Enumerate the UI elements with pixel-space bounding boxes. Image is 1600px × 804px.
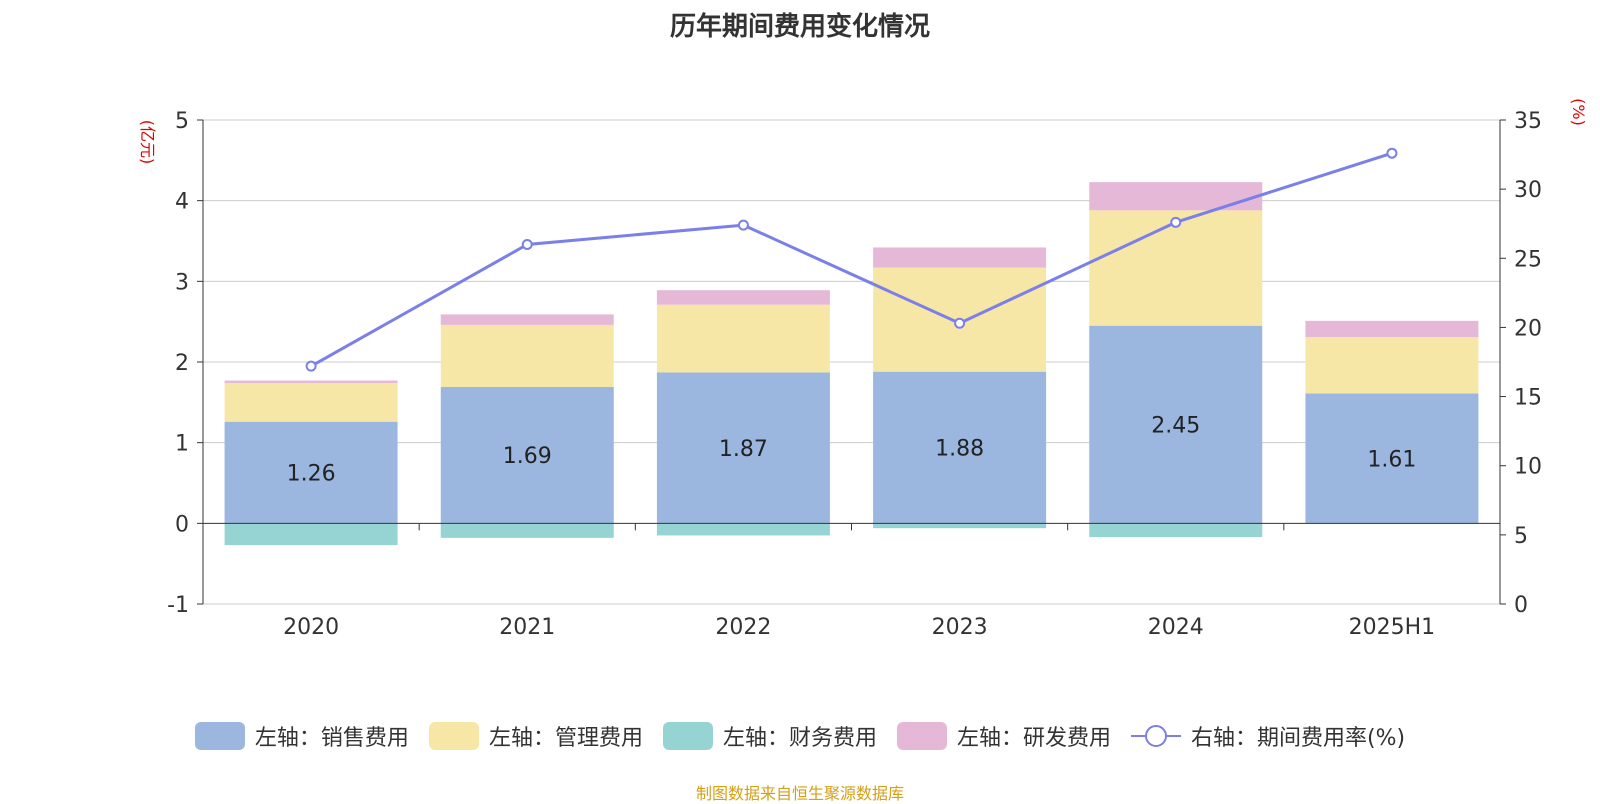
left-tick-label: 0 bbox=[175, 512, 189, 537]
legend-label: 左轴：财务费用 bbox=[722, 726, 877, 751]
bar-2020-s2 bbox=[224, 523, 398, 546]
bar-2022-s3 bbox=[656, 290, 830, 305]
left-tick-label: 5 bbox=[175, 109, 189, 134]
right-tick-label: 15 bbox=[1514, 386, 1542, 411]
bar-2023-s0 bbox=[873, 371, 1047, 524]
left-tick-label: 4 bbox=[175, 190, 189, 215]
left-tick-label: -1 bbox=[167, 593, 189, 618]
legend-label: 右轴：期间费用率(%) bbox=[1190, 726, 1406, 751]
rate-point bbox=[521, 238, 533, 250]
chart-title: 历年期间费用变化情况 bbox=[669, 12, 930, 42]
x-tick-label: 2021 bbox=[499, 615, 555, 640]
bar-2020-s3 bbox=[224, 380, 398, 383]
legend-swatch bbox=[662, 722, 713, 750]
data-label: 1.69 bbox=[503, 444, 552, 469]
legend-label: 左轴：研发费用 bbox=[956, 726, 1111, 751]
bar-2024-s3 bbox=[1089, 182, 1263, 211]
data-label: 1.88 bbox=[935, 437, 984, 462]
bar-2021-s2 bbox=[440, 523, 614, 538]
data-labels: 1.26 1.69 1.87 1.88 2.45 1.61 bbox=[287, 414, 1417, 487]
left-tick-label: 1 bbox=[175, 432, 189, 457]
bar-2022-s0 bbox=[656, 372, 830, 524]
rate-point bbox=[305, 360, 317, 372]
legend-swatch bbox=[194, 722, 245, 750]
legend-item[interactable]: 右轴：期间费用率(%) bbox=[1130, 720, 1406, 752]
data-label: 2.45 bbox=[1151, 414, 1200, 439]
rate-point bbox=[954, 317, 966, 329]
data-label: 1.61 bbox=[1367, 447, 1416, 472]
bar-2023-s3 bbox=[873, 247, 1047, 268]
right-tick-label: 10 bbox=[1514, 455, 1542, 480]
bar-2025H1-s3 bbox=[1305, 320, 1479, 337]
bar-2024-s1 bbox=[1089, 210, 1263, 326]
x-tick-label: 2020 bbox=[283, 615, 339, 640]
legend-line-icon bbox=[1130, 725, 1181, 747]
left-axis-unit-label: (亿元) bbox=[138, 120, 157, 165]
legend-label: 左轴：管理费用 bbox=[488, 726, 643, 751]
right-tick-label: 5 bbox=[1514, 524, 1528, 549]
bar-2025H1-s0 bbox=[1305, 393, 1479, 524]
left-tick-label: 2 bbox=[175, 351, 189, 376]
bar-2020-s1 bbox=[224, 382, 398, 422]
x-tick-label: 2024 bbox=[1148, 615, 1204, 640]
data-label: 1.26 bbox=[287, 462, 336, 487]
legend-item[interactable]: 左轴：研发费用 bbox=[896, 720, 1111, 752]
bars bbox=[224, 182, 1479, 546]
rate-point bbox=[1170, 216, 1182, 228]
right-tick-label: 30 bbox=[1514, 178, 1542, 203]
rate-line-path bbox=[310, 151, 1393, 368]
bar-2022-s2 bbox=[656, 523, 830, 536]
legend: 左轴：销售费用 左轴：管理费用 左轴：财务费用 左轴：研发费用 右轴：期间费用率(%) bbox=[0, 720, 1600, 752]
bar-2024-s0 bbox=[1089, 325, 1263, 524]
bar-2022-s1 bbox=[656, 304, 830, 373]
data-label: 1.87 bbox=[719, 437, 768, 462]
legend-swatch bbox=[896, 722, 947, 750]
right-axis-unit-label: (%) bbox=[1569, 98, 1588, 126]
x-tick-label: 2022 bbox=[715, 615, 771, 640]
x-tick-label: 2023 bbox=[932, 615, 988, 640]
bar-2025H1-s1 bbox=[1305, 336, 1479, 394]
rate-line bbox=[305, 147, 1398, 372]
legend-item[interactable]: 左轴：管理费用 bbox=[428, 720, 643, 752]
rate-point bbox=[1386, 147, 1398, 159]
legend-item[interactable]: 左轴：销售费用 bbox=[194, 720, 409, 752]
x-tick-label: 2025H1 bbox=[1349, 615, 1436, 640]
bar-2021-s3 bbox=[440, 314, 614, 325]
bar-2021-s1 bbox=[440, 324, 614, 388]
left-tick-label: 3 bbox=[175, 270, 189, 295]
bar-2020-s0 bbox=[224, 421, 398, 524]
rate-point bbox=[737, 219, 749, 231]
bar-2021-s0 bbox=[440, 387, 614, 524]
bar-2024-s2 bbox=[1089, 523, 1263, 538]
right-tick-label: 25 bbox=[1514, 247, 1542, 272]
legend-swatch bbox=[428, 722, 479, 750]
legend-item[interactable]: 左轴：财务费用 bbox=[662, 720, 877, 752]
right-tick-label: 35 bbox=[1514, 109, 1542, 134]
source-note: 制图数据来自恒生聚源数据库 bbox=[695, 784, 904, 803]
legend-label: 左轴：销售费用 bbox=[254, 726, 409, 751]
axes: -1 0 1 2 3 4 5 0 5 10 15 20 25 30 35 2020 2021 2022 2023 20… bbox=[167, 109, 1542, 640]
right-tick-label: 20 bbox=[1514, 316, 1542, 341]
grid-lines bbox=[203, 119, 1500, 605]
bar-2023-s2 bbox=[873, 523, 1047, 529]
right-tick-label: 0 bbox=[1514, 593, 1528, 618]
